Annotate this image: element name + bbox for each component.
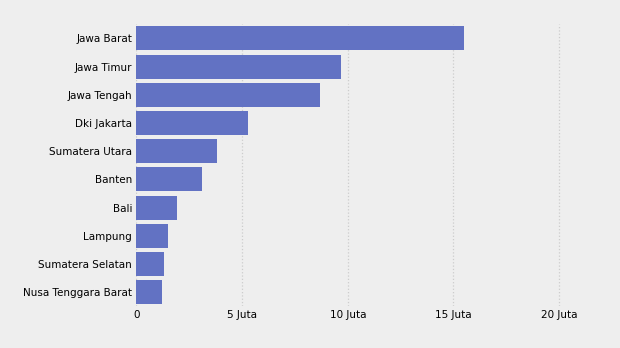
Bar: [136, 111, 249, 135]
Bar: [136, 224, 168, 248]
Bar: [136, 26, 464, 50]
Bar: [136, 252, 164, 276]
Bar: [136, 83, 321, 107]
Bar: [136, 280, 162, 304]
Bar: [136, 196, 177, 220]
Bar: [136, 55, 342, 79]
Bar: [136, 167, 202, 191]
Bar: [136, 139, 217, 163]
